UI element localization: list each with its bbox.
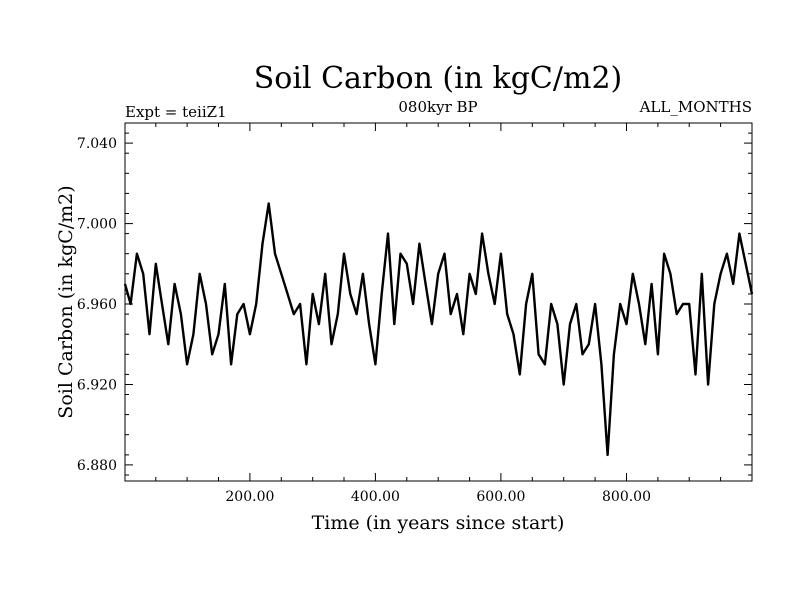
experiment-label: Expt = teiiZ1 (125, 103, 227, 121)
chart-title: Soil Carbon (in kgC/m2) (254, 61, 622, 96)
x-tick-label: 200.00 (225, 489, 274, 505)
series-line-0 (123, 202, 754, 457)
x-tick-label: 800.00 (602, 489, 651, 505)
y-tick-label: 6.880 (77, 458, 117, 474)
y-tick-label: 7.040 (77, 136, 117, 152)
x-axis-label: Time (in years since start) (312, 512, 565, 534)
x-tick-label: 600.00 (476, 489, 525, 505)
y-tick-label: 6.920 (77, 378, 117, 394)
y-tick-label: 7.000 (77, 217, 117, 233)
y-tick-label: 6.960 (77, 297, 117, 313)
chart-subtitle: 080kyr BP (398, 98, 477, 116)
series-line-layer (123, 202, 754, 457)
y-axis-label: Soil Carbon (in kgC/m2) (55, 185, 77, 418)
season-label: ALL_MONTHS (639, 98, 752, 116)
axis-ticks: 200.00 400.00 600.00 800.00 6.880 6.920 6.960 7… (77, 123, 752, 505)
x-tick-label: 400.00 (351, 489, 400, 505)
